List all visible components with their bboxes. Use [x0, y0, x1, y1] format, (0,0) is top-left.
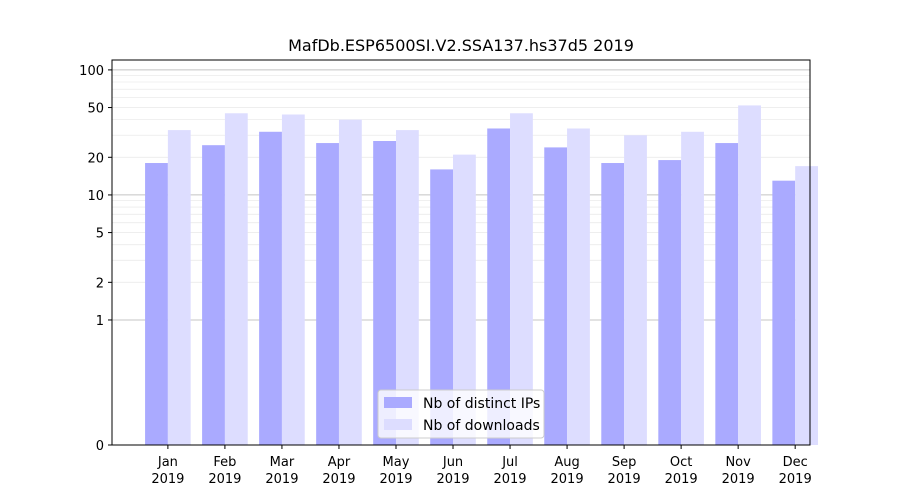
legend-swatch-downloads	[384, 419, 412, 430]
x-tick-label-year: 2019	[493, 472, 526, 487]
bar-distinct-ips-jan	[145, 163, 168, 445]
y-tick-label: 100	[79, 64, 104, 79]
legend: Nb of distinct IPs Nb of downloads	[377, 389, 545, 439]
x-tick-label-year: 2019	[551, 472, 584, 487]
bar-distinct-ips-mar	[259, 131, 282, 445]
y-tick-label: 50	[87, 102, 104, 117]
x-tick-label-year: 2019	[322, 472, 355, 487]
x-tick-label-year: 2019	[722, 472, 755, 487]
chart-title: MafDb.ESP6500SI.V2.SSA137.hs37d5 2019	[288, 36, 634, 55]
bar-distinct-ips-may	[373, 140, 396, 445]
x-tick-label-month: Jul	[501, 455, 518, 470]
bar-downloads-feb	[224, 113, 248, 445]
y-tick-label: 1	[96, 314, 104, 329]
y-tick-label: 10	[87, 189, 104, 204]
x-tick-label-month: Jan	[157, 455, 178, 470]
y-tick-label: 20	[87, 151, 104, 166]
x-tick-label-month: Oct	[670, 455, 692, 470]
x-tick-label-month: May	[383, 455, 410, 470]
bar-distinct-ips-feb	[202, 145, 225, 445]
x-tick-label-month: Mar	[270, 455, 295, 470]
x-tick-label-month: Feb	[213, 455, 236, 470]
x-tick-label-month: Jun	[442, 455, 463, 470]
bar-downloads-jan	[167, 130, 191, 445]
bar-distinct-ips-jun	[430, 169, 454, 445]
bar-downloads-dec	[795, 166, 818, 445]
bar-downloads-jul	[510, 113, 533, 445]
plot-frame	[111, 59, 811, 446]
x-tick-label-year: 2019	[608, 472, 641, 487]
x-tick-label-year: 2019	[379, 472, 412, 487]
x-tick-label-year: 2019	[436, 472, 469, 487]
bar-distinct-ips-sep	[601, 163, 625, 445]
bar-downloads-jun	[453, 154, 476, 446]
legend-swatch-distinct-ips	[384, 397, 412, 408]
x-tick-label-month: Aug	[554, 455, 579, 470]
bar-distinct-ips-nov	[715, 143, 739, 445]
bar-distinct-ips-apr	[316, 143, 339, 445]
x-tick-label-month: Apr	[328, 455, 351, 470]
x-tick-label-year: 2019	[265, 472, 298, 487]
bar-distinct-ips-aug	[544, 147, 568, 446]
x-tick-label-month: Dec	[783, 455, 808, 470]
axes: 0 1 2 5 10 20 50 100 Jan 2019 Feb 2019 Mar 2019 Apr 201…	[79, 64, 812, 487]
bar-distinct-ips-jul	[487, 128, 511, 445]
y-tick-label: 5	[96, 227, 104, 242]
y-tick-label: 2	[96, 276, 104, 291]
x-tick-label-year: 2019	[665, 472, 698, 487]
x-tick-label-month: Nov	[725, 455, 751, 470]
bar-downloads-oct	[681, 131, 704, 445]
bar-downloads-mar	[281, 114, 305, 445]
bar-downloads-may	[395, 130, 419, 445]
x-tick-label-year: 2019	[779, 472, 812, 487]
bar-downloads-aug	[567, 128, 590, 445]
legend-label-distinct-ips: Nb of distinct IPs	[423, 396, 540, 412]
bars	[145, 105, 818, 446]
legend-box	[377, 389, 545, 439]
bar-distinct-ips-dec	[772, 180, 796, 445]
bar-distinct-ips-oct	[658, 160, 682, 445]
legend-label-downloads: Nb of downloads	[423, 418, 540, 434]
bar-downloads-nov	[738, 105, 761, 446]
bar-downloads-sep	[624, 135, 647, 445]
y-tick-label: 0	[96, 439, 104, 454]
bar-downloads-apr	[338, 119, 362, 446]
x-tick-label-year: 2019	[151, 472, 184, 487]
x-tick-label-year: 2019	[208, 472, 241, 487]
x-tick-label-month: Sep	[612, 455, 637, 470]
